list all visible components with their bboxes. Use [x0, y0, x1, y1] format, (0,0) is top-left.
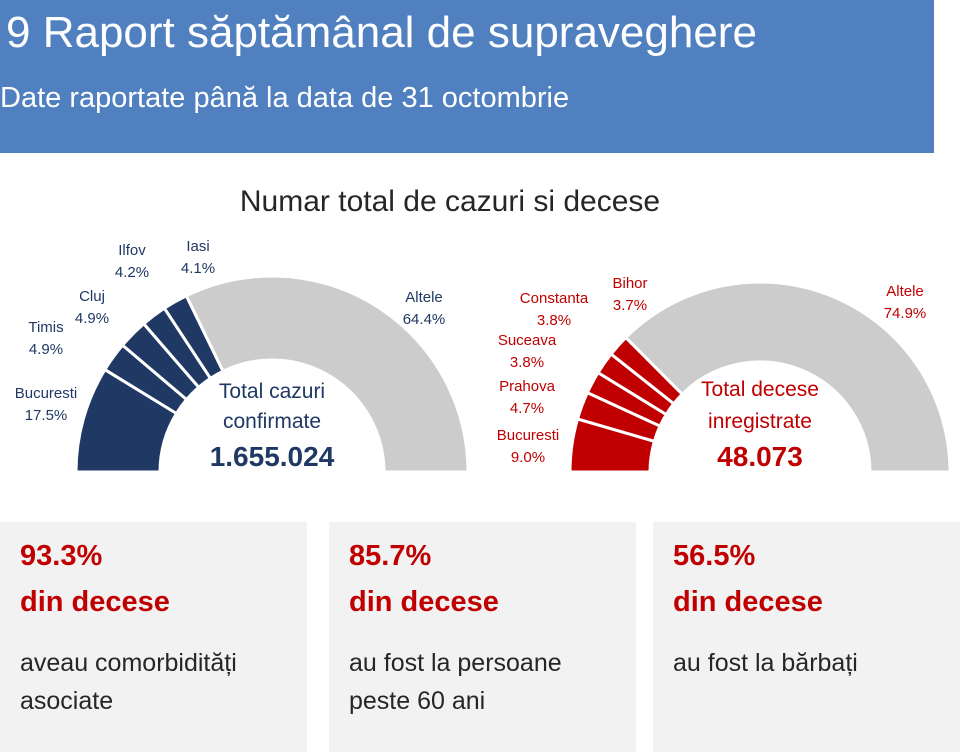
slice-value-altele: 64.4% [403, 311, 446, 328]
center-label-line2: confirmate [223, 410, 321, 433]
header-banner: 9 Raport săptămânal de supraveghere Date… [0, 0, 934, 153]
slice-value-bihor: 3.7% [613, 297, 647, 314]
slice-label-altele: Altele [886, 283, 924, 300]
center-label-line1: Total decese [701, 378, 819, 401]
center-label-line1: Total cazuri [219, 380, 325, 403]
stat-value: 93.3% [20, 540, 103, 572]
stat-value: 56.5% [673, 540, 756, 572]
slice-value-bucuresti: 9.0% [511, 449, 545, 466]
slice-value-altele: 74.9% [884, 305, 927, 322]
stat-value: 85.7% [349, 540, 432, 572]
slice-label-cluj: Cluj [79, 288, 105, 305]
slice-label-iasi: Iasi [186, 238, 209, 255]
stat-label: din decese [349, 586, 499, 618]
slice-label-suceava: Suceava [498, 332, 557, 349]
slice-label-timis: Timis [28, 319, 63, 336]
center-total-value: 48.073 [717, 441, 803, 472]
slice-value-prahova: 4.7% [510, 400, 544, 417]
slice-label-ilfov: Ilfov [118, 242, 146, 259]
stat-card-men: 56.5% din decese au fost la bărbați [653, 522, 960, 752]
center-total-value: 1.655.024 [210, 441, 335, 472]
slice-value-iasi: 4.1% [181, 260, 215, 277]
slice-value-bucuresti: 17.5% [25, 407, 68, 424]
slice-label-prahova: Prahova [499, 378, 556, 395]
slice-value-constanta: 3.8% [537, 312, 571, 329]
slice-label-constanta: Constanta [520, 290, 589, 307]
slice-label-bucuresti: Bucuresti [15, 385, 78, 402]
slice-label-altele: Altele [405, 289, 443, 306]
slice-value-cluj: 4.9% [75, 310, 109, 327]
stat-description: au fost la persoane peste 60 ani [349, 649, 562, 715]
slice-value-suceava: 3.8% [510, 354, 544, 371]
slice-value-timis: 4.9% [29, 341, 63, 358]
stat-label: din decese [673, 586, 823, 618]
section-title: Numar total de cazuri si decese [239, 185, 661, 218]
charts-area: Bucuresti 17.5% Timis 4.9% Cluj 4.9% Ilfov 4.2%… [15, 238, 952, 474]
center-label-line2: inregistrate [708, 410, 812, 433]
stat-description: au fost la bărbați [673, 649, 858, 677]
slice-altele [623, 280, 952, 474]
stat-label: din decese [20, 586, 170, 618]
stat-card-comorbidities: 93.3% din decese aveau comorbidități aso… [0, 522, 307, 752]
slice-value-ilfov: 4.2% [115, 264, 149, 281]
slice-label-bucuresti: Bucuresti [497, 427, 560, 444]
report-subtitle: Date raportate până la data de 31 octomb… [0, 82, 570, 114]
stat-description: aveau comorbidități asociate [20, 649, 237, 715]
slice-altele [184, 274, 470, 474]
stat-card-over-60: 85.7% din decese au fost la persoane pes… [329, 522, 636, 752]
slice-label-bihor: Bihor [612, 275, 647, 292]
report-title: 9 Raport săptămânal de supraveghere [6, 8, 757, 57]
